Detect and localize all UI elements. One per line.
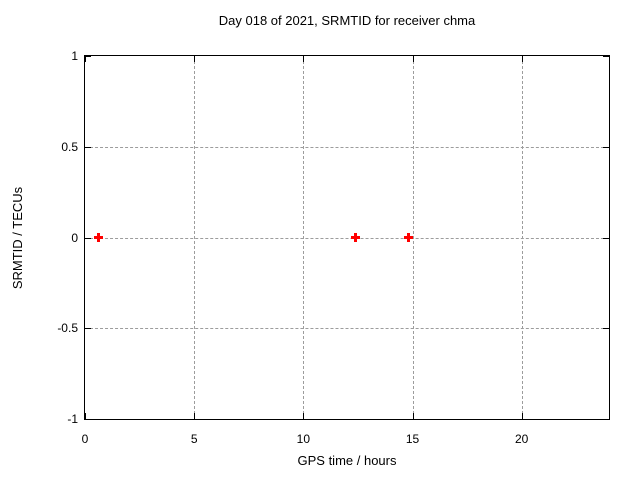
x-tick-label: 15 [405,432,420,446]
x-tick-mark [521,56,523,62]
y-gridline [85,328,609,330]
y-tick-label: 0.5 [61,139,78,154]
x-tick-mark [303,413,305,419]
x-tick-mark [521,413,523,419]
y-tick-mark [603,146,609,148]
x-tick-mark [85,413,86,419]
x-tick-mark [412,413,414,419]
data-point-marker [403,233,413,242]
x-tick-mark [412,56,414,62]
y-tick-label: 1 [71,49,78,63]
x-tick-mark [303,56,305,62]
x-tick-mark [194,56,196,62]
x-tick-label: 5 [190,432,198,446]
x-tick-label: 10 [296,432,310,446]
plot-area [84,55,610,420]
y-tick-mark [85,56,91,57]
x-tick-mark [85,56,86,62]
y-tick-label: -1 [67,412,78,426]
y-gridline [85,146,609,148]
y-tick-mark [603,56,609,57]
x-axis-label: GPS time / hours [297,453,397,468]
y-gridline [85,237,609,239]
y-tick-mark [85,328,91,330]
y-tick-mark [603,328,609,330]
y-tick-mark [85,237,91,239]
y-tick-label: 0 [71,230,78,245]
x-tick-mark [194,413,196,419]
data-point-marker [93,233,103,242]
x-tick-label: 20 [514,432,529,446]
data-point-marker [351,233,361,242]
y-tick-mark [603,419,609,420]
y-tick-label: -0.5 [57,321,78,336]
y-tick-mark [603,237,609,239]
x-tick-label: 0 [81,432,89,446]
y-tick-mark [85,146,91,148]
chart-title: Day 018 of 2021, SRMTID for receiver chm… [218,13,476,28]
y-tick-mark [85,419,91,420]
